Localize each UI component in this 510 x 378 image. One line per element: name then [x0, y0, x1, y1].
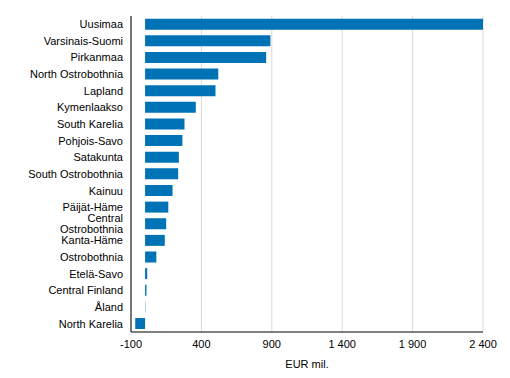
svg-text:1 400: 1 400	[328, 338, 356, 350]
svg-text:Uusimaa: Uusimaa	[80, 18, 124, 30]
svg-text:Ostrobothnia: Ostrobothnia	[60, 251, 124, 263]
svg-text:Kanta-Häme: Kanta-Häme	[61, 234, 123, 246]
svg-text:North Karelia: North Karelia	[59, 318, 124, 330]
svg-text:Pirkanmaa: Pirkanmaa	[70, 51, 123, 63]
svg-text:EUR mil.: EUR mil.	[285, 358, 328, 370]
svg-text:900: 900	[263, 338, 281, 350]
svg-text:Päijät-Häme: Päijät-Häme	[62, 201, 123, 214]
svg-text:CentralOstrobothnia: CentralOstrobothnia	[60, 212, 124, 235]
svg-text:-100: -100	[120, 338, 142, 350]
svg-text:Kainuu: Kainuu	[89, 185, 123, 197]
svg-text:400: 400	[192, 338, 210, 350]
svg-text:Central Finland: Central Finland	[48, 284, 123, 296]
svg-text:1 900: 1 900	[399, 338, 427, 350]
svg-text:Kymenlaakso: Kymenlaakso	[57, 101, 123, 113]
svg-text:Pohjois-Savo: Pohjois-Savo	[58, 135, 123, 147]
svg-text:Etelä-Savo: Etelä-Savo	[69, 268, 123, 280]
svg-text:Satakunta: Satakunta	[73, 151, 123, 163]
svg-text:Varsinais-Suomi: Varsinais-Suomi	[44, 35, 123, 47]
svg-text:2 400: 2 400	[469, 338, 497, 350]
svg-text:Åland: Åland	[95, 301, 123, 313]
svg-text:South Karelia: South Karelia	[57, 118, 124, 130]
svg-text:South Ostrobothnia: South Ostrobothnia	[28, 168, 124, 180]
svg-text:North Ostrobothnia: North Ostrobothnia	[30, 68, 124, 80]
svg-text:Lapland: Lapland	[84, 85, 123, 97]
